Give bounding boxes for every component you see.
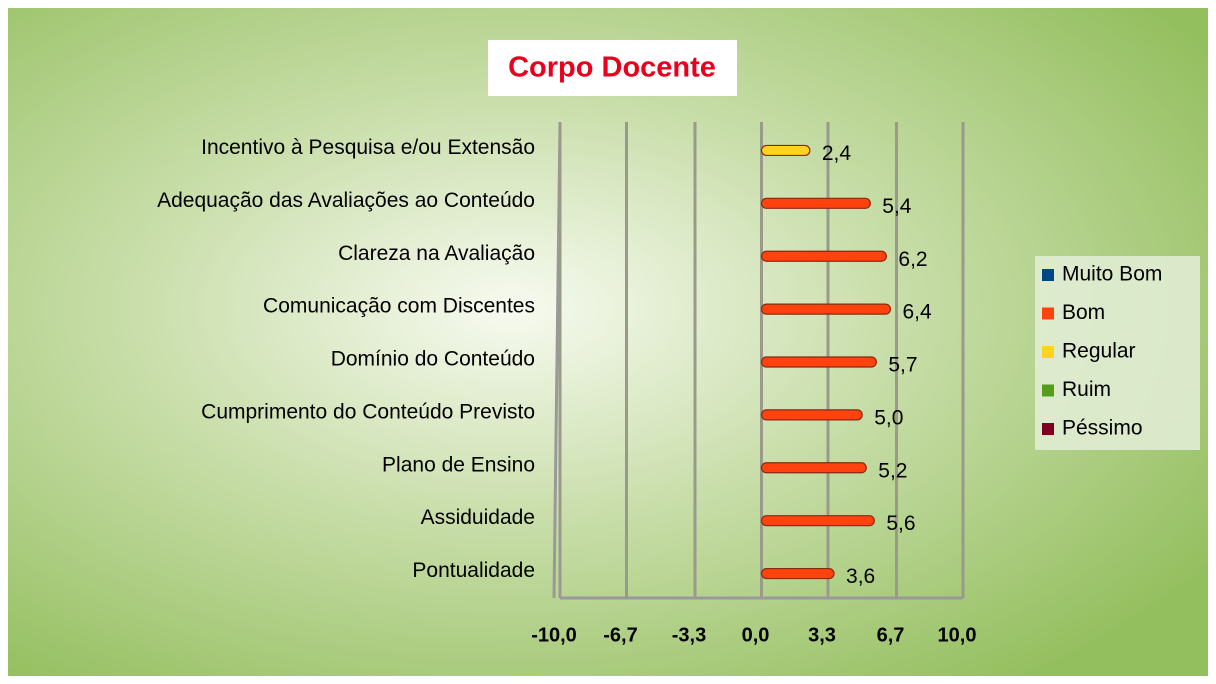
x-tick-label: 6,7 <box>877 624 905 646</box>
chart-title: Corpo Docente <box>508 52 716 84</box>
y-tick-label: Comunicação com Discentes <box>263 295 535 318</box>
x-tick-label: 3,3 <box>808 624 836 646</box>
legend-label: Regular <box>1062 340 1136 363</box>
x-tick-label: -3,3 <box>672 624 706 646</box>
legend-swatch <box>1042 384 1054 397</box>
legend-label: Muito Bom <box>1062 263 1162 286</box>
x-tick-label: 10,0 <box>938 624 977 646</box>
y-tick-label: Assiduidade <box>421 506 535 529</box>
bar <box>760 515 875 527</box>
bar <box>760 356 877 368</box>
data-label: 5,2 <box>878 459 907 482</box>
legend-swatch <box>1042 269 1054 281</box>
y-tick-label: Adequação das Avaliações ao Conteúdo <box>157 189 535 212</box>
legend-label: Ruim <box>1062 378 1111 401</box>
y-tick-label: Domínio do Conteúdo <box>331 348 535 371</box>
legend-label: Péssimo <box>1062 417 1143 440</box>
data-label: 5,4 <box>882 195 912 218</box>
title-box <box>488 40 737 96</box>
x-tick-label: -6,7 <box>603 624 637 646</box>
bar <box>760 144 811 157</box>
y-tick-label: Pontualidade <box>412 559 535 582</box>
data-label: 2,4 <box>822 142 852 165</box>
data-label: 5,0 <box>874 406 903 429</box>
x-tick-label: 0,0 <box>742 624 770 646</box>
data-label: 5,7 <box>888 354 917 377</box>
chart-background <box>8 8 1208 676</box>
y-tick-label: Plano de Ensino <box>382 453 535 476</box>
bar <box>760 462 867 474</box>
x-tick-label: -10,0 <box>531 624 577 646</box>
data-label: 5,6 <box>886 512 915 535</box>
bar <box>760 197 871 209</box>
data-label: 6,4 <box>902 301 932 324</box>
legend-box <box>1035 256 1200 450</box>
legend-swatch <box>1042 307 1054 320</box>
bar <box>760 567 835 580</box>
y-tick-label: Incentivo à Pesquisa e/ou Extensão <box>201 136 535 159</box>
y-tick-label: Cumprimento do Conteúdo Previsto <box>201 400 535 423</box>
legend-swatch <box>1042 346 1054 358</box>
bar <box>760 303 892 315</box>
bar <box>760 250 888 262</box>
legend-swatch <box>1042 423 1054 435</box>
bar <box>760 409 863 421</box>
data-label: 6,2 <box>898 248 927 271</box>
legend-label: Bom <box>1062 301 1105 324</box>
data-label: 3,6 <box>846 565 875 588</box>
y-tick-label: Clareza na Avaliação <box>338 242 535 265</box>
